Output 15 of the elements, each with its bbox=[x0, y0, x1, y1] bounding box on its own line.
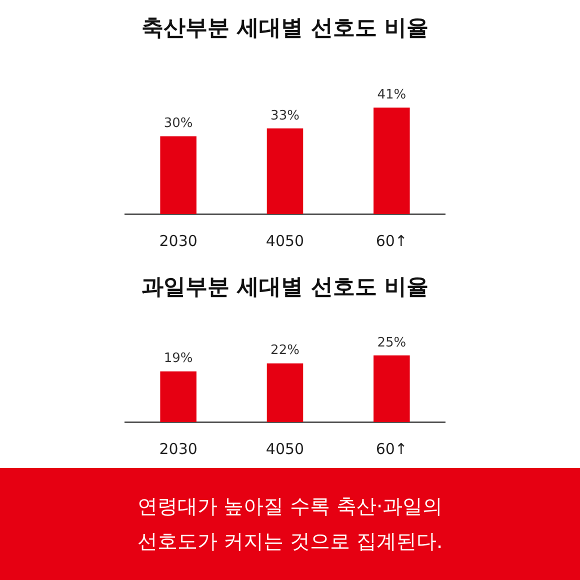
x-tick-label: 2030 bbox=[159, 440, 198, 458]
x-tick-label: 2030 bbox=[159, 232, 198, 250]
x-tick-label: 60↑ bbox=[376, 232, 408, 250]
data-label: 33% bbox=[270, 108, 300, 124]
x-tick-label: 4050 bbox=[266, 440, 304, 458]
data-label: 25% bbox=[377, 335, 406, 350]
data-label: 30% bbox=[164, 116, 193, 132]
data-label: 22% bbox=[270, 343, 300, 358]
chart-title: 과일부분 세대별 선호도 비율 bbox=[142, 274, 428, 300]
text: 연령대가 높아질 수록 축산·과일의 선호도가 커지는 것으로 집계된다. bbox=[136, 493, 444, 555]
x-tick-label: 4050 bbox=[266, 232, 304, 250]
chart-title: 축산부분 세대별 선호도 비율 bbox=[142, 16, 428, 41]
data-label: 41% bbox=[377, 88, 406, 103]
data-label: 19% bbox=[164, 351, 193, 366]
x-tick-label: 60↑ bbox=[376, 440, 408, 458]
